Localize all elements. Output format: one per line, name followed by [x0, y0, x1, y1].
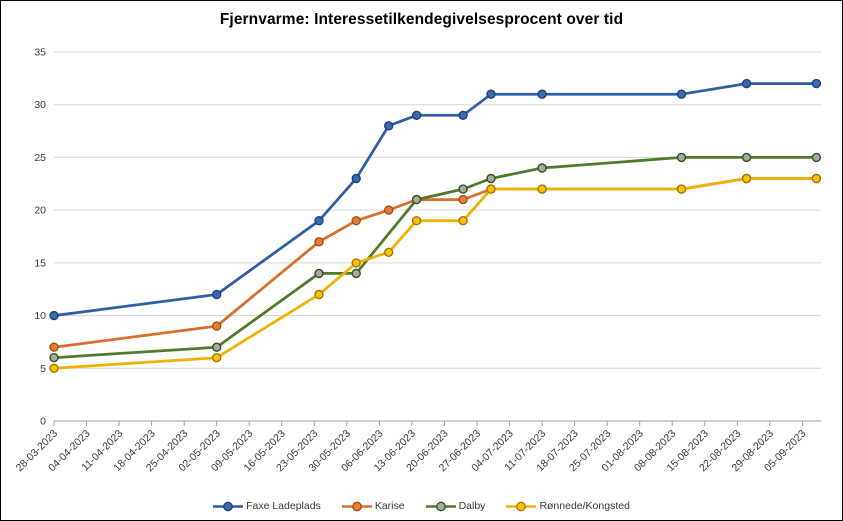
data-point-dalby: [676, 152, 687, 163]
data-point-karise: [384, 205, 394, 215]
y-axis-tick-label: 25: [34, 152, 46, 164]
legend-item-dalby: Dalby: [425, 500, 486, 512]
data-point-r-nnede-kongsted: [741, 173, 752, 184]
chart-title: Fjernvarme: Interessetilkendegivelsespro…: [219, 11, 624, 28]
y-axis-tick-label: 5: [40, 363, 46, 375]
data-point-dalby: [351, 268, 361, 279]
data-point-r-nnede-kongsted: [458, 215, 468, 226]
data-point-faxe-ladeplads: [676, 89, 687, 99]
data-point-r-nnede-kongsted: [384, 247, 394, 258]
data-point-r-nnede-kongsted: [676, 184, 687, 194]
data-point-r-nnede-kongsted: [411, 215, 422, 226]
data-point-r-nnede-kongsted: [351, 258, 361, 268]
legend-item-r-nnede-kongsted: Rønnede/Kongsted: [506, 500, 630, 512]
data-point-dalby: [811, 152, 822, 163]
data-point-dalby: [486, 173, 496, 184]
data-point-dalby: [211, 342, 222, 352]
data-point-karise: [458, 194, 468, 205]
legend-item-faxe-ladeplads: Faxe Ladeplads: [213, 500, 321, 512]
y-axis-tick-label: 15: [34, 257, 46, 269]
data-point-dalby: [314, 268, 324, 279]
data-point-dalby: [741, 152, 752, 163]
data-point-faxe-ladeplads: [537, 89, 547, 99]
legend-swatch-dalby: [425, 501, 456, 511]
data-point-faxe-ladeplads: [486, 89, 496, 99]
data-point-faxe-ladeplads: [384, 121, 394, 131]
data-point-karise: [211, 321, 222, 331]
data-point-karise: [49, 342, 59, 352]
data-point-r-nnede-kongsted: [486, 184, 496, 194]
data-point-faxe-ladeplads: [351, 173, 361, 184]
y-axis-tick-label: 0: [40, 416, 46, 428]
data-point-r-nnede-kongsted: [537, 184, 547, 194]
y-axis-tick-label: 10: [34, 310, 46, 322]
legend-swatch-r-nnede-kongsted: [506, 501, 537, 511]
data-point-faxe-ladeplads: [458, 110, 468, 121]
data-point-faxe-ladeplads: [741, 78, 752, 89]
data-point-r-nnede-kongsted: [211, 353, 222, 363]
data-point-dalby: [458, 184, 468, 194]
y-axis-tick-label: 30: [34, 99, 46, 111]
data-point-r-nnede-kongsted: [314, 289, 324, 300]
series-line-dalby: [52, 156, 818, 360]
data-point-dalby: [537, 163, 547, 173]
data-point-karise: [351, 215, 361, 226]
data-point-faxe-ladeplads: [314, 215, 324, 226]
legend-label: Faxe Ladeplads: [246, 500, 321, 512]
data-point-karise: [314, 237, 324, 247]
data-point-faxe-ladeplads: [211, 289, 222, 300]
legend-swatch-faxe-ladeplads: [213, 501, 244, 511]
data-point-faxe-ladeplads: [49, 310, 59, 321]
legend-swatch-karise: [341, 501, 372, 511]
data-point-dalby: [411, 194, 422, 205]
data-point-dalby: [49, 353, 59, 363]
series-line-r-nnede-kongsted: [52, 177, 818, 370]
series-line-faxe-ladeplads: [52, 82, 818, 317]
legend-label: Karise: [374, 500, 405, 512]
legend-label: Dalby: [458, 500, 486, 512]
data-point-r-nnede-kongsted: [49, 363, 59, 373]
chart-legend: Faxe Ladeplads Karise Dalby Rønnede/Kongste…: [1, 500, 842, 512]
legend-item-karise: Karise: [341, 500, 405, 512]
data-point-faxe-ladeplads: [811, 78, 822, 89]
legend-label: Rønnede/Kongsted: [539, 500, 630, 512]
data-point-r-nnede-kongsted: [811, 173, 822, 184]
y-axis-tick-label: 35: [34, 47, 46, 59]
y-axis-tick-label: 20: [34, 205, 46, 217]
data-point-faxe-ladeplads: [411, 110, 422, 121]
